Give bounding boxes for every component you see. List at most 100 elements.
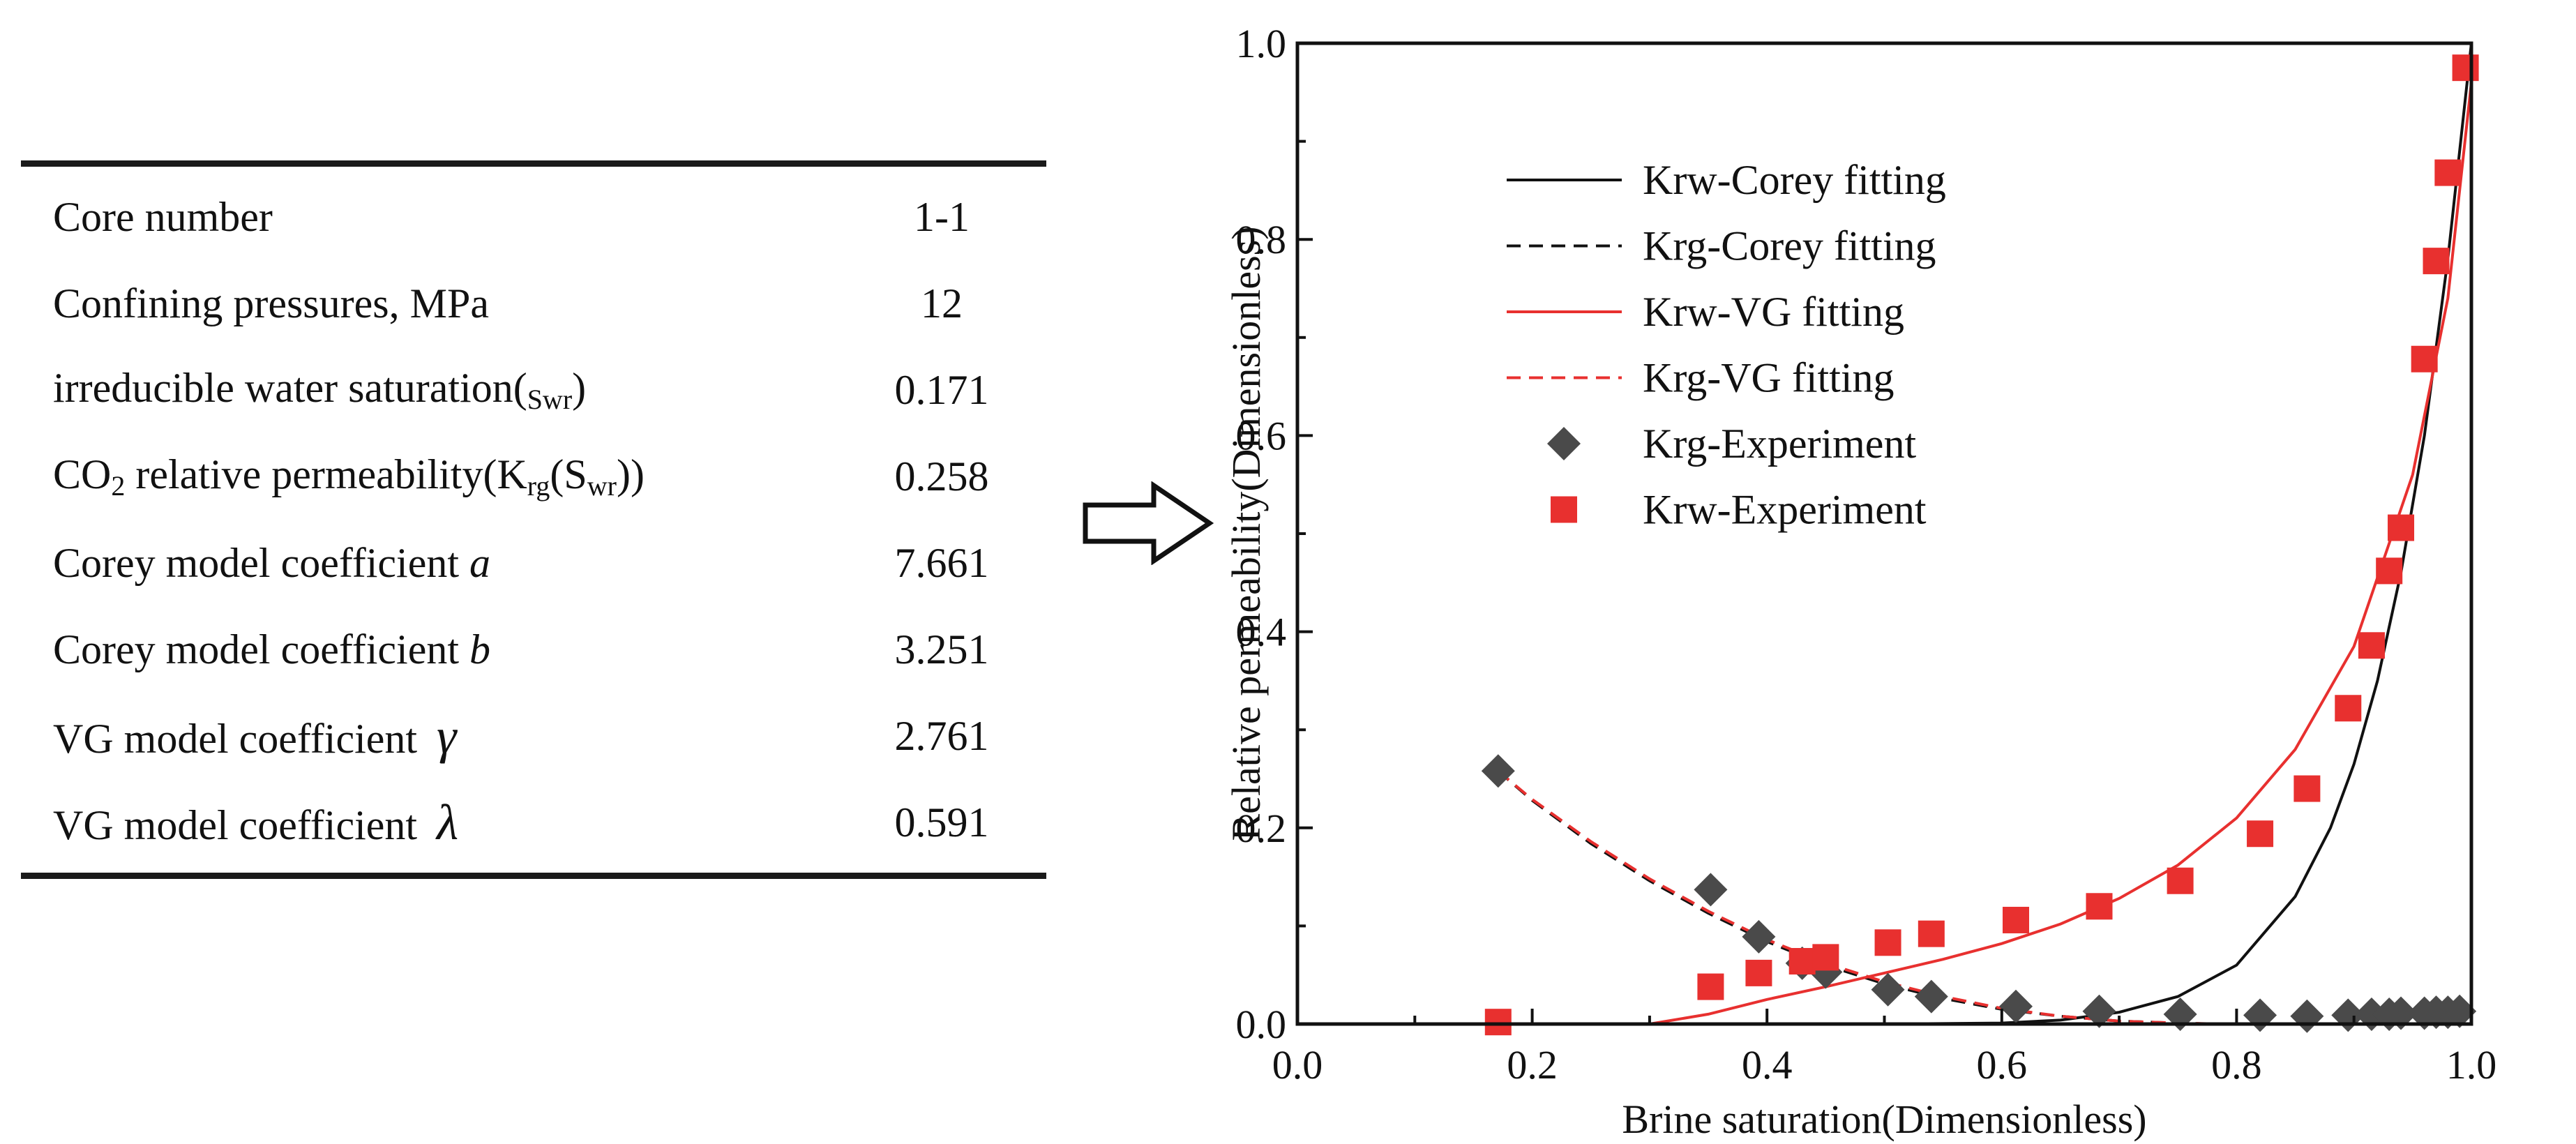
data-point-krg-experiment bbox=[2163, 997, 2197, 1031]
chart-canvas: 0.0 0.2 0.4 0.6 0.8 1.0 0.0 0.2 0.4 0.6 0.8 1.0 Br… bbox=[1228, 21, 2497, 1142]
label-text: CO bbox=[53, 451, 112, 497]
table-row: VG model coefficient λ 0.591 bbox=[21, 779, 1046, 866]
series-line-krw-vg-fitting bbox=[1498, 82, 2473, 1025]
row-value-core-number: 1-1 bbox=[914, 194, 970, 240]
series-line-krg-vg-fitting bbox=[1497, 769, 2225, 1025]
y-tick-label: 0.6 bbox=[1236, 413, 1287, 458]
table-row: irreducible water saturation(Swr) 0.171 bbox=[21, 347, 1046, 433]
label-text-2: relative permeability(K bbox=[125, 451, 527, 497]
row-label-irreducible-water-saturation: irreducible water saturation(Swr) bbox=[21, 347, 837, 433]
label-text: VG model coefficient bbox=[53, 802, 418, 848]
x-tick-labels: 0.0 0.2 0.4 0.6 0.8 1.0 bbox=[1272, 1042, 2497, 1087]
x-tick-label: 0.8 bbox=[2211, 1042, 2262, 1087]
y-axis-title: Relative permeability(Dimensionless) bbox=[1228, 226, 1269, 841]
table-row: Core number 1-1 bbox=[21, 174, 1046, 260]
data-point-krw-experiment bbox=[2452, 54, 2479, 82]
row-label-vg-gamma: VG model coefficient γ bbox=[21, 693, 837, 779]
data-point-krw-experiment bbox=[1697, 973, 1724, 1000]
data-point-krw-experiment bbox=[2411, 345, 2438, 372]
y-tick-label: 1.0 bbox=[1236, 21, 1287, 66]
data-point-krg-experiment bbox=[2443, 994, 2477, 1028]
label-tail: )) bbox=[616, 451, 645, 497]
table-row: Corey model coefficient a 7.661 bbox=[21, 520, 1046, 606]
row-value-corey-b: 3.251 bbox=[894, 626, 989, 672]
data-point-krw-experiment bbox=[2376, 557, 2403, 585]
data-point-krw-experiment bbox=[2293, 775, 2321, 802]
label-symbol: γ bbox=[437, 708, 457, 764]
data-point-krg-experiment bbox=[2243, 998, 2277, 1032]
label-symbol: a bbox=[469, 540, 491, 586]
label-subscript-2: rg bbox=[527, 469, 550, 502]
label-text: irreducible water saturation( bbox=[53, 364, 527, 411]
table-bottom-rule bbox=[21, 873, 1046, 879]
label-symbol: λ bbox=[437, 795, 459, 850]
table-row: CO2 relative permeability(Krg(Swr)) 0.25… bbox=[21, 433, 1046, 520]
x-tick-label: 0.4 bbox=[1742, 1042, 1793, 1087]
row-label-co2-relative-permeability: CO2 relative permeability(Krg(Swr)) bbox=[21, 433, 837, 520]
legend-label-krg-corey-fitting: Krg-Corey fitting bbox=[1643, 223, 1936, 269]
legend: Krw-Corey fitting Krg-Corey fitting Krw-VG… bbox=[1507, 157, 1946, 533]
axis-ticks bbox=[1296, 42, 2473, 1025]
row-label-core-number: Core number bbox=[53, 194, 273, 240]
y-tick-labels: 0.0 0.2 0.4 0.6 0.8 1.0 bbox=[1236, 21, 1287, 1047]
table-row: VG model coefficient γ 2.761 bbox=[21, 693, 1046, 779]
data-point-krg-experiment bbox=[1914, 979, 1948, 1014]
data-point-krw-experiment bbox=[1745, 959, 1772, 986]
data-point-krg-experiment bbox=[1694, 873, 1728, 907]
row-value-corey-a: 7.661 bbox=[894, 540, 989, 586]
legend-label-krg-vg-fitting: Krg-VG fitting bbox=[1643, 355, 1895, 401]
table-top-rule bbox=[21, 160, 1046, 167]
label-text-3: (S bbox=[550, 451, 587, 497]
row-value-vg-gamma: 2.761 bbox=[894, 713, 989, 759]
row-value-irreducible-water-saturation: 0.171 bbox=[894, 367, 989, 413]
legend-label-krg-experiment: Krg-Experiment bbox=[1643, 421, 1916, 467]
x-tick-label: 0.6 bbox=[1977, 1042, 2028, 1087]
row-label-vg-lambda: VG model coefficient λ bbox=[21, 779, 837, 866]
data-point-krw-experiment bbox=[2335, 695, 2362, 722]
label-text: Corey model coefficient bbox=[53, 626, 470, 672]
table-row: Confining pressures, MPa 12 bbox=[21, 260, 1046, 347]
data-point-krw-experiment bbox=[2167, 867, 2194, 894]
row-label-confining-pressure: Confining pressures, MPa bbox=[53, 280, 489, 326]
legend-label-krw-corey-fitting: Krw-Corey fitting bbox=[1643, 157, 1946, 203]
data-point-krw-experiment bbox=[1788, 948, 1816, 975]
label-symbol: b bbox=[469, 626, 491, 672]
label-text: VG model coefficient bbox=[53, 716, 418, 762]
data-point-krw-experiment bbox=[2423, 248, 2450, 275]
data-point-krg-experiment bbox=[1481, 754, 1515, 788]
label-text: Corey model coefficient bbox=[53, 540, 470, 586]
data-point-krg-experiment bbox=[1871, 972, 1905, 1007]
x-axis-title: Brine saturation(Dimensionless) bbox=[1622, 1097, 2146, 1142]
y-tick-label: 0.2 bbox=[1236, 806, 1287, 851]
x-tick-label: 1.0 bbox=[2446, 1042, 2497, 1087]
label-subscript: Swr bbox=[527, 383, 573, 415]
row-value-vg-lambda: 0.591 bbox=[894, 799, 989, 845]
relative-permeability-chart: 0.0 0.2 0.4 0.6 0.8 1.0 0.0 0.2 0.4 0.6 0.8 1.0 Br… bbox=[1228, 0, 2576, 1144]
row-value-co2-relative-permeability: 0.258 bbox=[894, 453, 989, 499]
row-label-corey-b: Corey model coefficient b bbox=[21, 606, 837, 693]
data-point-krw-experiment bbox=[1918, 920, 1945, 947]
x-tick-label: 0.0 bbox=[1272, 1042, 1323, 1087]
data-point-krw-experiment bbox=[1874, 929, 1901, 956]
data-point-krw-experiment bbox=[2388, 514, 2415, 541]
x-tick-label: 0.2 bbox=[1507, 1042, 1558, 1087]
legend-swatch-krg-experiment bbox=[1547, 427, 1581, 460]
row-label-corey-a: Corey model coefficient a bbox=[21, 520, 837, 606]
data-point-krg-experiment bbox=[1998, 989, 2033, 1023]
data-point-krg-experiment bbox=[1742, 919, 1776, 954]
label-subscript-3: wr bbox=[587, 469, 617, 502]
data-point-krw-experiment bbox=[2086, 893, 2113, 920]
y-tick-label: 0.4 bbox=[1236, 610, 1287, 655]
label-subscript: 2 bbox=[111, 469, 126, 502]
data-point-krw-experiment bbox=[2247, 820, 2274, 848]
parameter-table-body: Core number 1-1 Confining pressures, MPa… bbox=[21, 174, 1046, 866]
label-tail: ) bbox=[572, 364, 587, 411]
data-point-krg-experiment bbox=[2290, 999, 2324, 1033]
parameter-table: Core number 1-1 Confining pressures, MPa… bbox=[21, 160, 1046, 879]
right-arrow-icon bbox=[1083, 481, 1214, 565]
data-point-krw-experiment bbox=[2358, 632, 2385, 659]
experiment-markers bbox=[1481, 54, 2479, 1036]
data-point-krw-experiment bbox=[2434, 159, 2462, 186]
data-point-krg-experiment bbox=[2082, 994, 2116, 1028]
table-row: Corey model coefficient b 3.251 bbox=[21, 606, 1046, 693]
